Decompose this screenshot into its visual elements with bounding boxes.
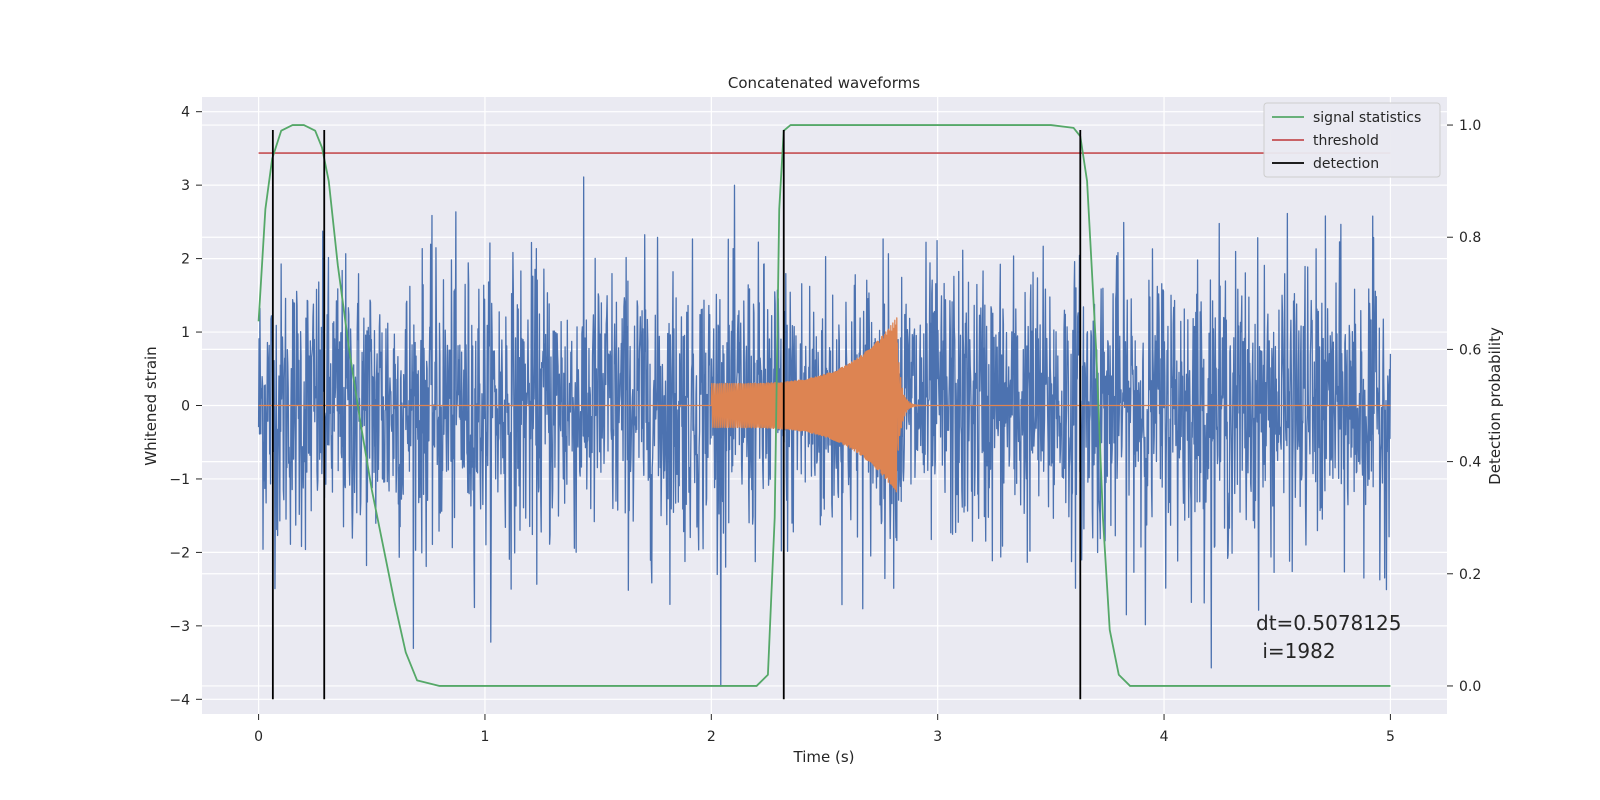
y-tick-label-5: 1 [181, 325, 190, 341]
y-tick-label-3: −1 [169, 472, 190, 488]
signal-statistics-series [257, 124, 1391, 687]
x-tick-label-1: 1 [480, 729, 489, 745]
y2-tick-label-1: 0.2 [1459, 567, 1481, 583]
y2-tick-label-0: 0.0 [1459, 679, 1481, 695]
y2-tick-label-3: 0.6 [1459, 342, 1481, 358]
y2-tick-label-4: 0.8 [1459, 230, 1481, 246]
annotation-dt: dt=0.5078125 [1256, 611, 1401, 635]
y2-tick-label-5: 1.0 [1459, 118, 1481, 134]
signal-statistics-line [257, 124, 1391, 687]
template-waveform-series [258, 317, 1391, 493]
y2-axis-label: Detection probability [1486, 327, 1504, 485]
template-waveform-line [258, 317, 1391, 493]
x-tick-label-3: 3 [933, 729, 942, 745]
y-tick-label-6: 2 [181, 252, 190, 268]
legend-label-threshold: threshold [1313, 133, 1379, 149]
x-tick-label-2: 2 [707, 729, 716, 745]
legend: signal statistics threshold detection [1263, 102, 1441, 178]
detection-series [271, 130, 1082, 700]
y-tick-label-4: 0 [181, 399, 190, 415]
legend-label-signal-statistics: signal statistics [1313, 110, 1421, 126]
chart-title: Concatenated waveforms [728, 74, 920, 92]
y-tick-label-7: 3 [181, 178, 190, 194]
whitened-strain-series [257, 176, 1392, 687]
y-tick-label-8: 4 [181, 105, 190, 121]
y2-tick-label-2: 0.4 [1459, 455, 1481, 471]
x-tick-label-0: 0 [254, 729, 263, 745]
y-tick-label-2: −2 [169, 545, 190, 561]
x-tick-label-4: 4 [1160, 729, 1169, 745]
whitened-strain-line [257, 176, 1392, 687]
y-axis-ticks: −4 −3 −2 −1 0 1 2 3 4 [169, 105, 202, 708]
y-tick-label-0: −4 [169, 692, 190, 708]
legend-box [1263, 102, 1441, 178]
y-axis-label: Whitened strain [142, 346, 160, 465]
x-axis-ticks: 0 1 2 3 4 5 [254, 714, 1395, 745]
x-axis-label: Time (s) [793, 748, 855, 766]
y-tick-label-1: −3 [169, 619, 190, 635]
y2-axis-ticks: 0.0 0.2 0.4 0.6 0.8 1.0 [1447, 118, 1481, 695]
legend-label-detection: detection [1313, 156, 1379, 172]
annotation-index: i=1982 [1256, 639, 1336, 663]
x-tick-label-5: 5 [1386, 729, 1395, 745]
